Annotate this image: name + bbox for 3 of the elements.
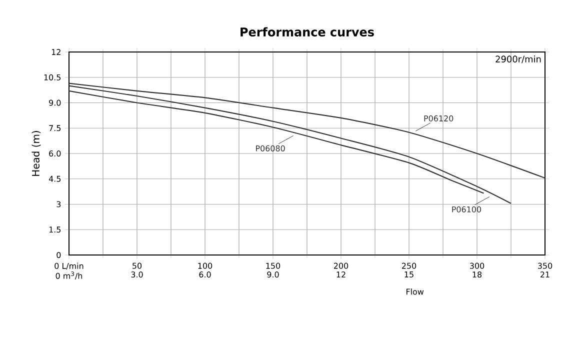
annotation: 2900r/min [496,56,541,64]
chart-title: Performance curves [240,27,374,37]
y-axis-title: Head (m) [32,131,41,176]
